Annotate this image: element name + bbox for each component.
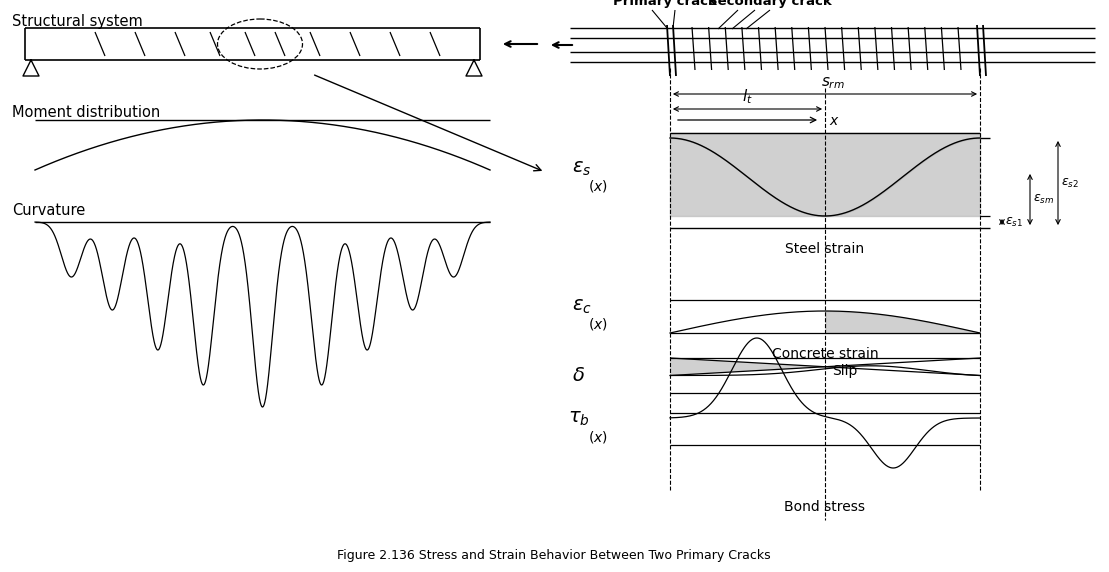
Text: $\varepsilon_{sm}$: $\varepsilon_{sm}$ [1032, 193, 1055, 206]
Text: $x$: $x$ [830, 114, 840, 128]
Text: $(x)$: $(x)$ [588, 178, 608, 194]
Text: Moment distribution: Moment distribution [12, 105, 160, 120]
Text: $s_{rm}$: $s_{rm}$ [821, 76, 845, 91]
Text: Concrete strain: Concrete strain [772, 347, 878, 361]
Text: Slip: Slip [833, 363, 857, 378]
Text: $l_t$: $l_t$ [742, 88, 753, 106]
Text: Primary crack: Primary crack [613, 0, 716, 8]
Text: Figure 2.136 Stress and Strain Behavior Between Two Primary Cracks: Figure 2.136 Stress and Strain Behavior … [337, 549, 771, 562]
Text: Structural system: Structural system [12, 14, 143, 29]
Text: $(x)$: $(x)$ [588, 429, 608, 445]
Text: Secondary crack: Secondary crack [709, 0, 832, 8]
Text: $\varepsilon_{s2}$: $\varepsilon_{s2}$ [1061, 176, 1079, 189]
Text: $(x)$: $(x)$ [588, 316, 608, 332]
Polygon shape [670, 358, 825, 375]
Text: $\tau_b$: $\tau_b$ [568, 410, 590, 428]
Text: Bond stress: Bond stress [784, 500, 865, 514]
Text: $\varepsilon_s$: $\varepsilon_s$ [572, 159, 591, 178]
Text: $\delta$: $\delta$ [572, 366, 586, 385]
Text: $\varepsilon_{s1}$: $\varepsilon_{s1}$ [1005, 216, 1022, 229]
Text: Curvature: Curvature [12, 203, 85, 218]
Text: Steel strain: Steel strain [785, 242, 865, 256]
Text: $\varepsilon_c$: $\varepsilon_c$ [572, 297, 592, 316]
